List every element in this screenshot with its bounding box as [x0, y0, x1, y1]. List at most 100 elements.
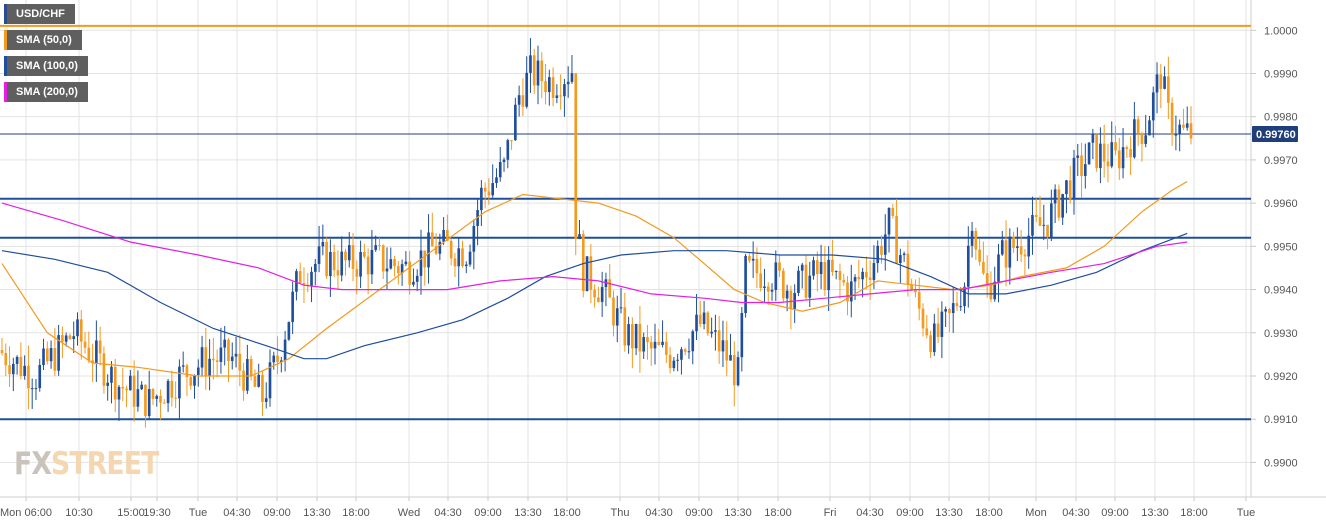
candle-body: [834, 271, 838, 273]
candle-body: [498, 161, 502, 178]
x-tick-label: 10:30: [65, 507, 93, 519]
candle-body: [415, 275, 419, 282]
candle-body: [782, 270, 785, 299]
candle-body: [1129, 148, 1132, 158]
candle-body: [117, 386, 121, 400]
candle-body: [797, 270, 800, 293]
candle-body: [359, 252, 362, 277]
candle-body: [823, 262, 827, 291]
candle-body: [1099, 143, 1102, 169]
candle-body: [68, 335, 72, 340]
candle-body: [883, 234, 887, 255]
candle-body: [302, 283, 306, 285]
candle-body: [8, 365, 11, 375]
candle-body: [861, 271, 864, 280]
candle-body: [785, 290, 789, 299]
candle-body: [317, 246, 321, 264]
candle-body: [1159, 74, 1163, 89]
candle-body: [766, 286, 770, 292]
candle-body: [347, 245, 351, 261]
candle-body: [453, 258, 457, 267]
candle-body: [321, 241, 325, 247]
candle-body: [283, 339, 287, 361]
candle-body: [1057, 189, 1061, 218]
candle-body: [1174, 134, 1178, 136]
legend-label-usdchf: USD/CHF: [16, 8, 65, 20]
candle-body: [27, 365, 30, 389]
candle-body: [525, 72, 528, 107]
legend-item-sma100[interactable]: SMA (100,0): [4, 56, 88, 76]
x-tick-label: 04:30: [434, 507, 462, 519]
x-tick-label: 15:00: [117, 507, 145, 519]
x-tick-label: 09:00: [474, 507, 502, 519]
candle-body: [585, 256, 589, 292]
candle-body: [951, 303, 955, 314]
x-tick-label: 13:30: [514, 507, 542, 519]
candle-body: [627, 324, 630, 346]
candle-body: [472, 225, 476, 252]
candle-body: [936, 323, 940, 337]
legend-item-sma200[interactable]: SMA (200,0): [4, 82, 88, 102]
candle-body: [1053, 189, 1057, 204]
candle-body: [1102, 143, 1106, 162]
candle-body: [136, 389, 140, 407]
candle-body: [510, 140, 513, 142]
current-price-badge: [1252, 125, 1298, 142]
candle-body: [891, 207, 895, 216]
candle-body: [1083, 164, 1087, 177]
legend-item-sma50[interactable]: SMA (50,0): [4, 30, 82, 50]
legend-item-usdchf[interactable]: USD/CHF: [4, 4, 75, 24]
candle-body: [744, 255, 747, 314]
legend-label-sma100: SMA (100,0): [16, 60, 78, 72]
candle-body: [1167, 76, 1170, 103]
candle-body: [1061, 194, 1064, 218]
candle-body: [57, 335, 60, 371]
candle-body: [1046, 224, 1049, 237]
candle-body: [1117, 150, 1121, 169]
candle-body: [1136, 119, 1140, 134]
candle-body: [944, 309, 947, 312]
candle-body: [4, 353, 8, 366]
candle-body: [649, 342, 653, 349]
candle-body: [921, 308, 925, 329]
y-tick-label: 0.9900: [1264, 457, 1298, 469]
candle-body: [385, 268, 389, 272]
candle-body: [910, 284, 914, 291]
candle-body: [1031, 215, 1034, 236]
candle-body: [272, 355, 276, 363]
candle-body: [53, 348, 57, 371]
candle-body: [1125, 147, 1129, 149]
sma-line: [1, 202, 1188, 304]
candle-body: [623, 307, 627, 346]
candle-body: [740, 313, 744, 358]
candle-body: [238, 353, 242, 371]
candle-body: [566, 81, 570, 85]
candle-body: [253, 376, 257, 387]
x-tick-label: 09:00: [1101, 507, 1129, 519]
candle-body: [193, 374, 196, 386]
candle-body: [397, 266, 400, 274]
candle-body: [162, 402, 166, 404]
candle-body: [974, 230, 978, 250]
candle-body: [849, 281, 853, 302]
candle-body: [389, 259, 393, 269]
x-tick-label: Tue: [1237, 507, 1256, 519]
candle-body: [687, 351, 691, 353]
candle-body: [547, 77, 551, 93]
candle-body: [208, 358, 211, 376]
candle-body: [683, 349, 687, 352]
candle-body: [102, 353, 106, 386]
candle-body: [872, 263, 876, 280]
candle-body: [487, 191, 491, 196]
candle-body: [706, 312, 710, 334]
candle-body: [514, 104, 517, 141]
x-tick-label: Tue: [189, 507, 208, 519]
candle-body: [378, 245, 381, 247]
candle-body: [646, 337, 649, 343]
candle-body: [1012, 236, 1015, 248]
candle-body: [261, 374, 264, 402]
candle-body: [313, 263, 317, 272]
candle-body: [815, 260, 819, 275]
candle-body: [665, 341, 668, 355]
candle-body: [721, 340, 725, 352]
